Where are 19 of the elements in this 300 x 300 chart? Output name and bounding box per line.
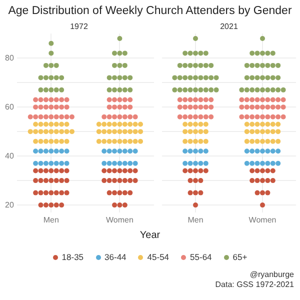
legend-label: 55-64 [190, 252, 212, 262]
text: @ryanburge [248, 270, 294, 280]
legend-label: 36-44 [104, 252, 126, 262]
legend-label: 18-35 [62, 252, 84, 262]
x-tick-label: Women [248, 215, 276, 224]
chart-subtitle: 1972 [70, 22, 88, 32]
y-tick-label: 40 [4, 151, 14, 160]
x-tick-label: Men [188, 215, 204, 224]
chart-subtitle: 2021 [220, 22, 238, 32]
x-tick-label: Men [43, 215, 59, 224]
text: Data: GSS 1972-2021 [214, 280, 294, 290]
y-tick-label: 80 [4, 53, 14, 62]
legend-label: 65+ [232, 252, 248, 262]
chart-title: Age Distribution of Weekly Church Attenders by Gender [7, 4, 293, 19]
x-tick-label: Women [106, 215, 134, 224]
y-tick-label: 20 [4, 200, 14, 210]
y-tick-label: 60 [4, 102, 14, 112]
x-axis-title: Year [138, 229, 162, 243]
legend-label: 45-54 [147, 252, 170, 262]
